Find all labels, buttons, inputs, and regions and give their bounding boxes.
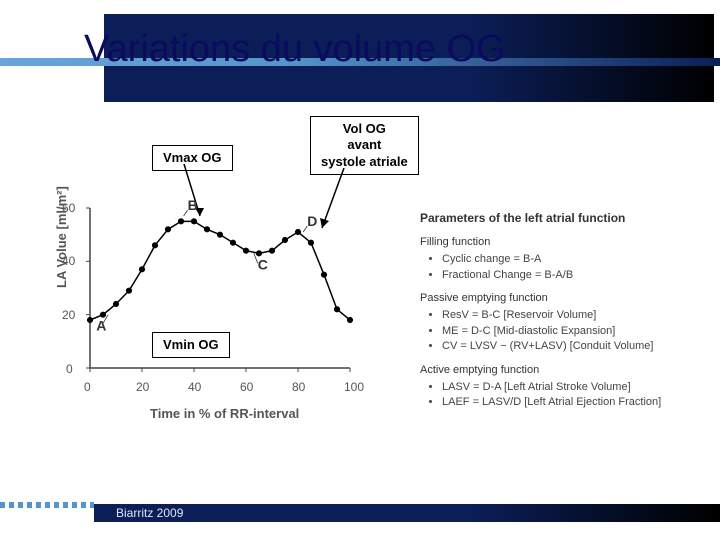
param-item: ME = D-C [Mid-diastolic Expansion] [442,324,710,339]
svg-text:C: C [258,256,268,272]
label-vol: Vol OGavantsystole atriale [310,116,419,175]
param-group-list: LASV = D-A [Left Atrial Stroke Volume]LA… [442,380,710,411]
svg-text:B: B [188,198,198,213]
param-item: Fractional Change = B-A/B [442,268,710,283]
param-item: LASV = D-A [Left Atrial Stroke Volume] [442,380,710,395]
param-group-title: Filling function [420,235,710,250]
param-group-title: Active emptying function [420,363,710,378]
param-group-list: Cyclic change = B-AFractional Change = B… [442,252,710,283]
footer-text: Biarritz 2009 [116,506,183,520]
parameters-panel: Parameters of the left atrial function F… [420,210,710,411]
footer-bar [94,504,720,522]
params-body: Filling function Cyclic change = B-AFract… [420,235,710,411]
footer-dash [0,502,94,508]
chart-xlabel: Time in % of RR-interval [150,406,299,421]
param-group-title: Passive emptying function [420,291,710,306]
param-item: Cyclic change = B-A [442,252,710,267]
params-header: Parameters of the left atrial function [420,210,710,227]
la-volume-chart: ABCD [74,198,354,378]
page-title: Variations du volume OG [84,28,506,71]
param-item: LAEF = LASV/D [Left Atrial Ejection Frac… [442,395,710,410]
svg-text:D: D [307,213,317,229]
label-vol-text: Vol OGavantsystole atriale [321,121,408,169]
param-item: CV = LVSV − (RV+LASV) [Conduit Volume] [442,339,710,354]
param-item: ResV = B-C [Reservoir Volume] [442,308,710,323]
label-vmax-text: Vmax OG [163,150,222,165]
param-group-list: ResV = B-C [Reservoir Volume]ME = D-C [M… [442,308,710,354]
